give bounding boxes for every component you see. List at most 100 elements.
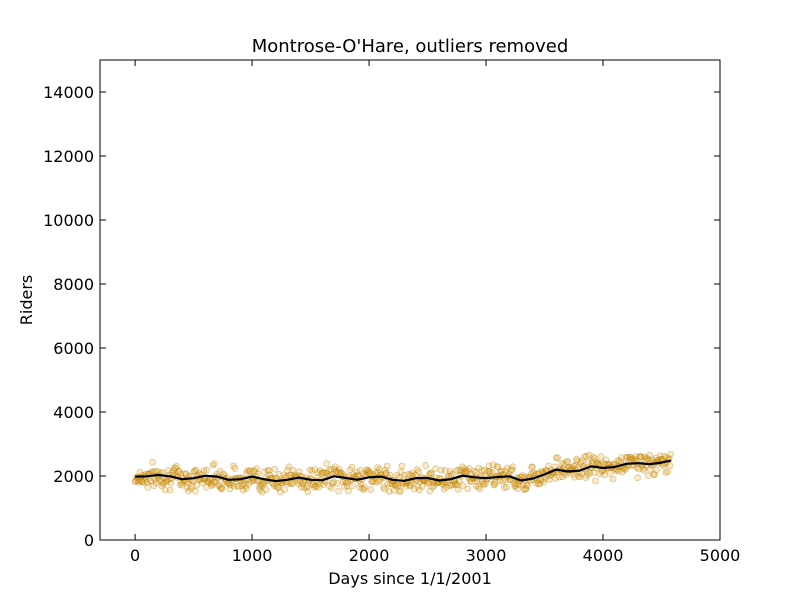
- scatter-point: [172, 465, 180, 472]
- scatter-point: [440, 485, 448, 493]
- scatter-point: [376, 466, 383, 473]
- scatter-point: [455, 466, 463, 474]
- x-tick-label: 1000: [232, 546, 273, 565]
- scatter-point: [490, 481, 498, 489]
- scatter-point: [493, 463, 501, 470]
- scatter-point: [662, 469, 670, 476]
- scatter-point: [242, 482, 249, 490]
- scatter-point: [162, 486, 169, 494]
- scatter-point: [500, 484, 508, 491]
- scatter-point: [402, 482, 410, 490]
- scatter-point: [396, 488, 404, 496]
- scatter-point: [388, 480, 396, 488]
- scatter-layer: [131, 450, 674, 496]
- scatter-point: [623, 454, 630, 461]
- trend-layer: [135, 459, 672, 483]
- scatter-point: [472, 482, 480, 490]
- scatter-point: [572, 461, 580, 469]
- scatter-point: [643, 454, 651, 462]
- scatter-point: [640, 466, 648, 474]
- scatter-point: [322, 469, 330, 477]
- scatter-point: [584, 471, 592, 479]
- scatter-point: [524, 482, 531, 490]
- scatter-point: [381, 466, 389, 474]
- scatter-point: [212, 478, 220, 486]
- scatter-point: [636, 452, 644, 460]
- scatter-point: [209, 461, 217, 469]
- scatter-point: [281, 486, 288, 493]
- x-tick-label: 2000: [349, 546, 390, 565]
- scatter-point: [577, 459, 585, 466]
- scatter-point: [353, 468, 361, 476]
- scatter-point: [295, 480, 302, 488]
- scatter-point: [257, 482, 265, 490]
- scatter-point: [359, 470, 367, 478]
- scatter-point: [430, 482, 438, 489]
- scatter-point: [622, 464, 630, 472]
- scatter-point: [394, 481, 402, 489]
- y-axis-label: Riders: [17, 275, 36, 325]
- scatter-point: [481, 466, 488, 474]
- scatter-point: [652, 454, 660, 462]
- scatter-point: [132, 477, 140, 485]
- scatter-point: [618, 468, 626, 476]
- scatter-point: [254, 470, 262, 478]
- scatter-point: [529, 469, 537, 477]
- scatter-point: [177, 470, 184, 478]
- x-axis-label: Days since 1/1/2001: [328, 569, 492, 588]
- scatter-point: [200, 467, 208, 474]
- scatter-point: [190, 467, 198, 475]
- scatter-point: [155, 476, 163, 484]
- scatter-point: [511, 483, 519, 490]
- scatter-point: [580, 453, 588, 460]
- scatter-point: [327, 465, 335, 473]
- scatter-point: [466, 477, 474, 485]
- plot-frame: [99, 59, 721, 541]
- scatter-point: [328, 479, 336, 487]
- scatter-point: [364, 468, 372, 476]
- scatter-point: [575, 472, 583, 480]
- scatter-point: [475, 464, 483, 472]
- scatter-point: [478, 467, 486, 474]
- scatter-point: [616, 456, 623, 464]
- scatter-point: [590, 453, 597, 461]
- y-tick-label: 12000: [43, 147, 94, 166]
- scatter-point: [512, 482, 519, 489]
- scatter-point: [187, 485, 194, 493]
- scatter-point: [540, 478, 547, 486]
- scatter-point: [147, 477, 155, 485]
- scatter-point: [552, 475, 559, 483]
- scatter-point: [397, 487, 404, 495]
- scatter-point: [591, 455, 599, 462]
- scatter-point: [270, 482, 278, 489]
- scatter-point: [593, 459, 601, 467]
- trend-line: [135, 459, 672, 483]
- scatter-point: [519, 481, 527, 488]
- scatter-point: [331, 465, 338, 473]
- scatter-point: [317, 467, 324, 475]
- scatter-point: [373, 464, 381, 471]
- scatter-point: [245, 480, 253, 488]
- scatter-point: [234, 482, 241, 490]
- scatter-point: [185, 487, 192, 495]
- scatter-point: [183, 483, 191, 491]
- scatter-point: [312, 483, 320, 491]
- scatter-point: [333, 467, 340, 475]
- scatter-point: [365, 469, 373, 477]
- scatter-point: [618, 454, 625, 461]
- scatter-point: [439, 480, 447, 488]
- scatter-point: [280, 471, 288, 479]
- scatter-point: [274, 483, 282, 491]
- scatter-point: [158, 482, 166, 490]
- scatter-point: [357, 466, 364, 474]
- scatter-point: [319, 481, 327, 488]
- scatter-point: [535, 480, 543, 488]
- scatter-point: [250, 467, 257, 475]
- scatter-point: [437, 466, 445, 474]
- scatter-point: [599, 459, 607, 467]
- scatter-point: [138, 477, 145, 485]
- x-tick-label: 0: [130, 546, 140, 565]
- scatter-point: [160, 479, 168, 487]
- scatter-point: [503, 483, 510, 491]
